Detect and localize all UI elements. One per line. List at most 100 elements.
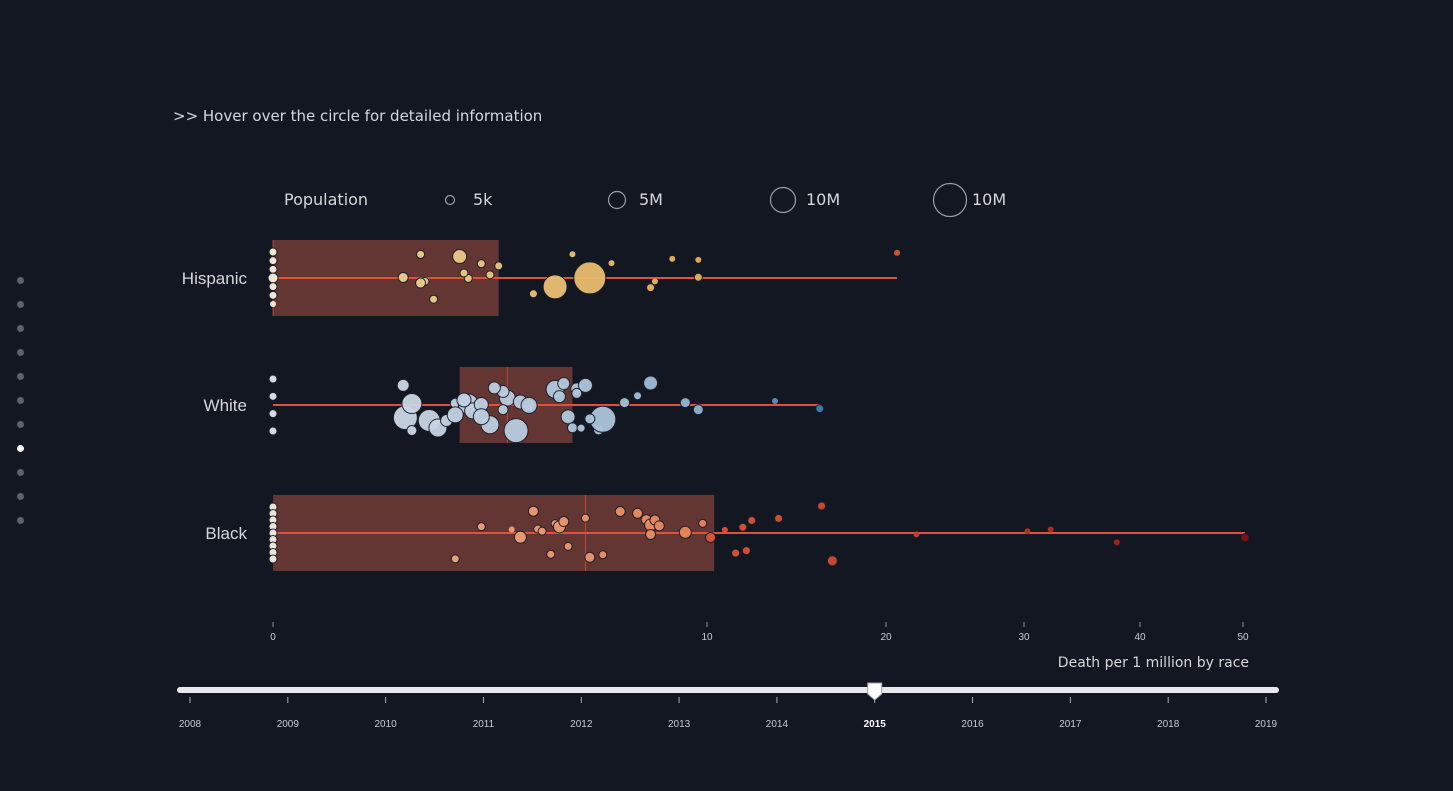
nav-dot-3[interactable] — [17, 325, 24, 332]
nav-dot-1[interactable] — [17, 277, 24, 284]
point-white-33[interactable] — [557, 377, 571, 391]
point-white-34[interactable] — [576, 423, 586, 433]
point-black-10[interactable] — [450, 554, 460, 564]
point-hispanic-20[interactable] — [542, 274, 568, 300]
point-black-23[interactable] — [584, 551, 596, 563]
nav-dot-9[interactable] — [17, 469, 24, 476]
point-black-33[interactable] — [698, 518, 708, 528]
point-white-40[interactable] — [633, 391, 643, 401]
point-black-26[interactable] — [632, 507, 644, 519]
point-hispanic-17[interactable] — [459, 268, 469, 278]
point-hispanic-24[interactable] — [646, 283, 656, 293]
point-white-1[interactable] — [268, 374, 278, 384]
point-white-19[interactable] — [487, 381, 501, 395]
point-hispanic-12[interactable] — [485, 270, 495, 280]
point-white-23[interactable] — [503, 418, 529, 444]
point-white-4[interactable] — [268, 426, 278, 436]
point-black-43[interactable] — [913, 531, 920, 538]
point-black-11[interactable] — [476, 522, 486, 532]
point-black-19[interactable] — [558, 516, 570, 528]
point-hispanic-10[interactable] — [452, 248, 468, 264]
point-hispanic-16[interactable] — [415, 277, 427, 289]
point-black-22[interactable] — [580, 513, 590, 523]
point-black-47[interactable] — [1240, 533, 1250, 543]
point-hispanic-22[interactable] — [573, 261, 607, 295]
point-white-32[interactable] — [571, 387, 583, 399]
point-white-36[interactable] — [396, 378, 410, 392]
point-black-38[interactable] — [741, 546, 751, 556]
nav-dot-11[interactable] — [17, 517, 24, 524]
point-white-41[interactable] — [643, 375, 659, 391]
nav-dot-5[interactable] — [17, 373, 24, 380]
point-black-31[interactable] — [653, 520, 665, 532]
point-hispanic-15[interactable] — [429, 294, 439, 304]
point-hispanic-25[interactable] — [669, 255, 676, 262]
year-label-2015[interactable]: 2015 — [864, 719, 887, 730]
nav-dot-2[interactable] — [17, 301, 24, 308]
point-black-34[interactable] — [705, 532, 717, 544]
point-white-44[interactable] — [772, 398, 779, 405]
point-hispanic-2[interactable] — [268, 256, 278, 266]
point-hispanic-26[interactable] — [651, 278, 658, 285]
point-white-46[interactable] — [584, 413, 596, 425]
point-white-20[interactable] — [446, 406, 464, 424]
point-hispanic-7[interactable] — [270, 301, 276, 307]
point-white-21[interactable] — [456, 392, 472, 408]
point-white-29[interactable] — [552, 390, 566, 404]
point-black-20[interactable] — [537, 526, 547, 536]
nav-dot-8[interactable] — [17, 445, 24, 452]
point-white-24[interactable] — [520, 396, 538, 414]
point-black-41[interactable] — [817, 501, 827, 511]
nav-dot-4[interactable] — [17, 349, 24, 356]
nav-dot-10[interactable] — [17, 493, 24, 500]
point-hispanic-28[interactable] — [695, 256, 702, 263]
point-hispanic-14[interactable] — [416, 249, 426, 259]
point-hispanic-6[interactable] — [268, 290, 278, 300]
year-label-2009[interactable]: 2009 — [277, 719, 300, 730]
year-label-2013[interactable]: 2013 — [668, 719, 691, 730]
nav-dot-6[interactable] — [17, 397, 24, 404]
point-black-32[interactable] — [678, 525, 692, 539]
point-white-42[interactable] — [679, 397, 691, 409]
year-label-2008[interactable]: 2008 — [179, 719, 202, 730]
point-hispanic-29[interactable] — [894, 249, 901, 256]
year-label-2014[interactable]: 2014 — [766, 719, 789, 730]
point-black-29[interactable] — [645, 528, 657, 540]
point-white-28[interactable] — [577, 377, 593, 393]
point-black-16[interactable] — [546, 549, 556, 559]
point-black-24[interactable] — [598, 550, 608, 560]
point-white-2[interactable] — [268, 391, 278, 401]
point-white-37[interactable] — [497, 404, 509, 416]
point-hispanic-11[interactable] — [476, 259, 486, 269]
point-black-21[interactable] — [563, 541, 573, 551]
point-hispanic-1[interactable] — [268, 247, 278, 257]
point-hispanic-21[interactable] — [569, 251, 576, 258]
point-black-12[interactable] — [508, 526, 515, 533]
point-white-3[interactable] — [268, 409, 278, 419]
point-white-39[interactable] — [619, 397, 631, 409]
point-white-31[interactable] — [566, 422, 578, 434]
point-white-35[interactable] — [406, 425, 418, 437]
point-white-22[interactable] — [472, 408, 490, 426]
point-hispanic-27[interactable] — [693, 272, 703, 282]
point-white-26[interactable] — [560, 409, 576, 425]
point-black-36[interactable] — [731, 548, 741, 558]
point-black-40[interactable] — [774, 513, 784, 523]
nav-dot-7[interactable] — [17, 421, 24, 428]
year-label-2011[interactable]: 2011 — [473, 719, 495, 730]
point-black-46[interactable] — [1113, 539, 1120, 546]
year-label-2016[interactable]: 2016 — [961, 719, 984, 730]
point-black-13[interactable] — [513, 530, 527, 544]
year-label-2019[interactable]: 2019 — [1255, 719, 1278, 730]
point-black-37[interactable] — [738, 522, 748, 532]
point-white-45[interactable] — [815, 404, 825, 414]
point-hispanic-19[interactable] — [528, 289, 538, 299]
point-hispanic-23[interactable] — [608, 260, 615, 267]
point-hispanic-4[interactable] — [267, 272, 279, 284]
point-hispanic-5[interactable] — [268, 282, 278, 292]
year-label-2010[interactable]: 2010 — [375, 719, 398, 730]
point-black-35[interactable] — [721, 526, 728, 533]
year-label-2018[interactable]: 2018 — [1157, 719, 1180, 730]
point-hispanic-8[interactable] — [397, 271, 409, 283]
point-black-45[interactable] — [1047, 526, 1054, 533]
